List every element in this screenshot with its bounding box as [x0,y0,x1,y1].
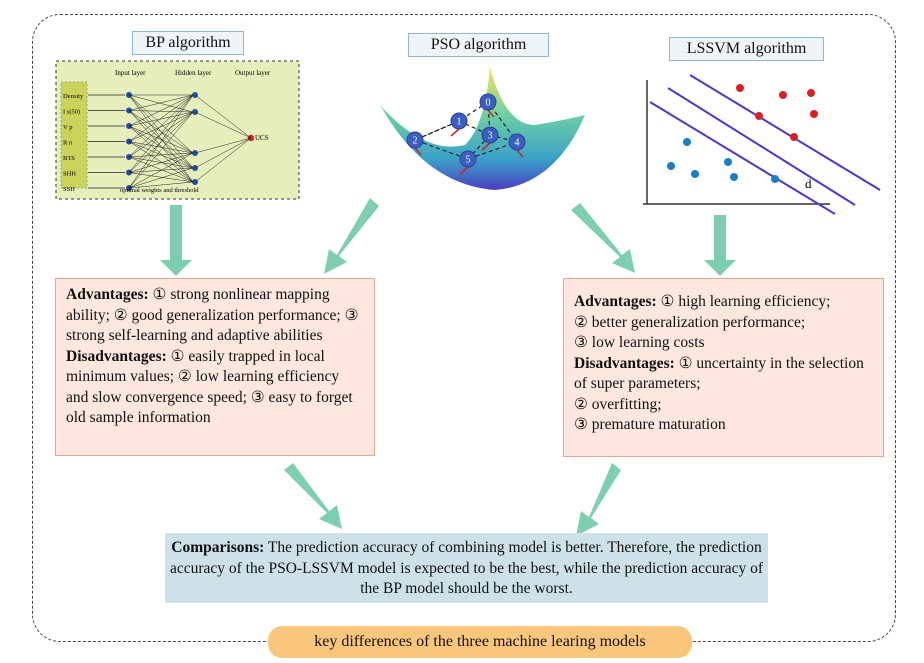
particle-label: 0 [486,98,491,109]
dis-title: Disadvantages: [66,347,167,365]
input-feature-label: R n [63,140,73,147]
dis-line: ② overfitting; [574,395,662,413]
comparison-box: Comparisons: The prediction accuracy of … [165,533,768,603]
pso-label: PSO algorithm [408,33,549,57]
input-feature-label: Density [63,93,84,100]
velocity-arrow [481,142,491,151]
particle-node [450,112,468,130]
velocity-arrow [450,128,460,137]
adv-line: ② better generalization performance; [574,313,806,331]
adv-title: Advantages: [66,286,149,303]
arrow-lssvm-down [704,215,736,276]
margin-d-label: d [805,176,812,191]
arrow-left-to-comparison [284,463,342,529]
arrow-bp-down [160,205,192,276]
caption-pill: key differences of the three machine lea… [268,626,692,658]
velocity-arrow [487,109,495,118]
lssvm-margin-figure: d [643,74,881,215]
dis-title: Disadvantages: [574,354,675,372]
input-feature-label: I s(50) [63,109,80,116]
bp-note: optimal weights and threshold [120,187,199,194]
particle-label: 4 [515,138,520,149]
particle-node [481,126,499,144]
pso-surface-figure: 0 1 2 3 4 5 [380,67,585,190]
particle-label: 5 [466,155,471,166]
arrow-pso-right [571,203,635,273]
particle-node [479,93,497,111]
dis-line: ① uncertainty in the selection of super … [574,354,864,393]
input-feature-label: V p [63,124,72,131]
input-feature-label: BTS [63,155,75,162]
velocity-arrow [414,147,422,156]
particle-node [508,133,526,151]
particle-label: 1 [457,117,462,128]
comparison-title: Comparisons: [171,539,265,556]
input-feature-label: SHH [63,171,76,178]
adv-text: ① strong nonlinear mapping ability; ② go… [66,286,359,344]
hidden-layer-label: Hidden layer [175,69,212,77]
output-ucs-label: UCS [255,134,269,142]
particle-node [459,150,477,168]
adv-line: ③ low learning costs [574,334,705,351]
bp-label: BP algorithm [132,31,244,55]
bp-network-figure: Input layer Hidden layer Output layer De… [55,60,300,200]
arrow-right-to-comparison [576,463,621,536]
particle-label: 3 [488,131,493,142]
velocity-arrow [459,166,469,175]
input-layer-label: Input layer [115,69,146,77]
particle-label: 2 [413,136,418,147]
lssvm-pros-cons-box: Advantages: ① high learning efficiency; … [563,278,884,457]
adv-title: Advantages: [574,293,657,310]
particle-node [406,131,424,149]
comparison-text: The prediction accuracy of combining mod… [169,539,764,597]
input-feature-label: SSH [63,186,75,193]
velocity-arrow [516,149,524,158]
adv-line: ① high learning efficiency; [656,293,831,310]
dis-text: ① easily trapped in local minimum values… [66,347,353,427]
dis-line: ③ premature maturation [574,416,726,433]
lssvm-label: LSSVM algorithm [669,37,824,61]
arrow-pso-left [324,198,379,274]
bp-pros-cons-box: Advantages: ① strong nonlinear mapping a… [55,278,375,456]
output-layer-label: Output layer [235,69,271,77]
